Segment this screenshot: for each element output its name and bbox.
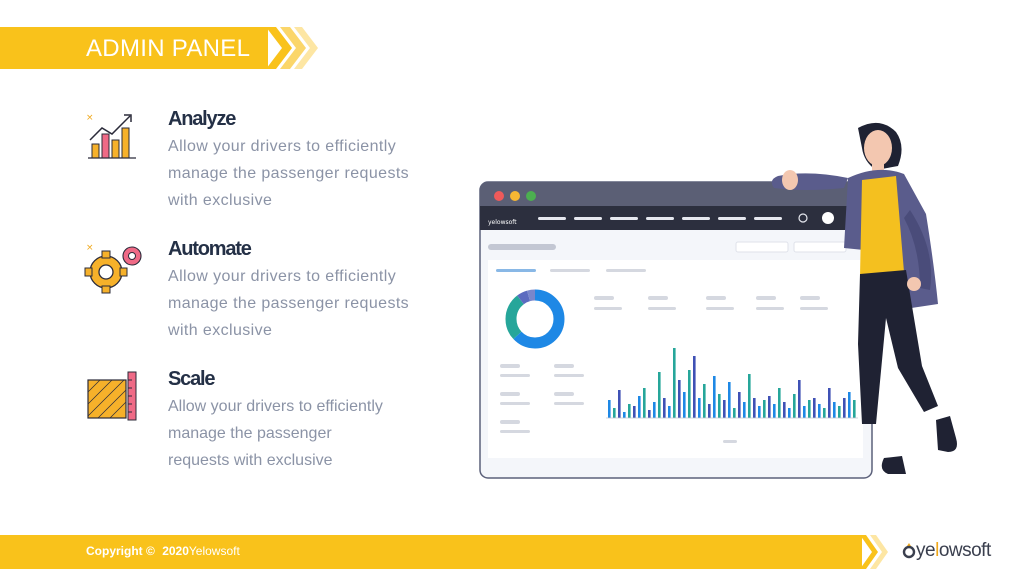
brand-logo: yelowsoft (902, 540, 991, 562)
feature-title-automate: Automate (168, 238, 252, 260)
desc-line: manage the passenger (168, 425, 332, 442)
feature-desc-analyze: Allow your drivers to efficiently manage… (168, 133, 418, 214)
desc-line: Allow your drivers to efficiently (168, 268, 397, 285)
svg-text:×: × (86, 113, 94, 123)
mock-bar (683, 392, 686, 418)
mock-brand: yelowsoft (488, 219, 517, 226)
title-banner (0, 27, 268, 69)
footer-chevron-icon (860, 535, 888, 569)
mock-bar (658, 372, 661, 418)
desc-line: requests with exclusive (168, 452, 333, 469)
logo-text-b: owsoft (938, 540, 991, 561)
feature-title-analyze: Analyze (168, 108, 236, 130)
mock-bar (693, 356, 696, 418)
logo-text-a: ye (916, 540, 936, 561)
copyright-year: 2020 (162, 544, 189, 558)
mock-bar (808, 400, 811, 418)
mock-bar (673, 348, 676, 418)
mock-bar (643, 388, 646, 418)
desc-line: with exclusive (168, 322, 273, 339)
mock-bar (608, 400, 611, 418)
mock-bar (628, 404, 631, 418)
logo-text-accent: l (935, 540, 939, 561)
mock-bar (828, 388, 831, 418)
mock-bar (708, 404, 711, 418)
mock-bar (843, 398, 846, 418)
mock-bar (768, 396, 771, 418)
mock-bar (678, 380, 681, 418)
drop-logo-icon (902, 543, 916, 559)
mock-bar (748, 374, 751, 418)
mock-bar (638, 396, 641, 418)
page-title: ADMIN PANEL (86, 35, 251, 62)
mock-bar (853, 400, 856, 418)
copyright-company: Yelowsoft (188, 544, 240, 558)
person-figure (771, 122, 957, 474)
mock-bar (833, 402, 836, 418)
svg-text:×: × (86, 243, 94, 253)
desc-line: manage the passenger requests (168, 295, 410, 312)
mock-bar (703, 384, 706, 418)
dashboard-illustration: yelowsoft (479, 122, 957, 479)
mock-bar (648, 410, 651, 418)
mock-bar (653, 402, 656, 418)
mock-bar (758, 406, 761, 418)
mock-bar (723, 400, 726, 418)
mock-bar (788, 408, 791, 418)
mock-bar (733, 408, 736, 418)
copyright-label: Copyright © (86, 544, 155, 558)
desc-line: manage the passenger requests (168, 165, 410, 182)
desc-line: Allow your drivers to efficiently (168, 398, 383, 415)
mock-bar (838, 406, 841, 418)
mock-bar (823, 408, 826, 418)
mock-bar (818, 404, 821, 418)
feature-title-scale: Scale (168, 368, 215, 390)
banner-chevron-icon (266, 27, 318, 69)
mock-bar (688, 370, 691, 418)
footer-copyright: Copyright © 2020Yelowsoft (86, 544, 240, 558)
mock-bar (813, 398, 816, 418)
mock-bar (663, 398, 666, 418)
mock-bar (738, 392, 741, 418)
mock-bar (613, 408, 616, 418)
feature-desc-scale: Allow your drivers to efficiently manage… (168, 393, 418, 474)
mock-bar (718, 394, 721, 418)
mock-bar (668, 406, 671, 418)
footer-bar (0, 535, 862, 569)
gears-icon: × (84, 243, 142, 294)
mock-bar (698, 398, 701, 418)
mock-bar (623, 412, 626, 418)
mock-bar (848, 392, 851, 418)
mock-bar (713, 376, 716, 418)
mock-bar-chart (606, 348, 858, 419)
mock-bar (743, 402, 746, 418)
mock-bar (803, 406, 806, 418)
mock-bar (793, 394, 796, 418)
mock-bar (618, 390, 621, 418)
mock-bar (753, 398, 756, 418)
mock-bar (773, 404, 776, 418)
mock-bar (763, 400, 766, 418)
feature-desc-automate: Allow your drivers to efficiently manage… (168, 263, 418, 344)
desc-line: with exclusive (168, 192, 273, 209)
mock-bar (728, 382, 731, 418)
ruler-icon (87, 371, 137, 421)
desc-line: Allow your drivers to efficiently (168, 138, 397, 155)
mock-bar (778, 388, 781, 418)
mock-bar (798, 380, 801, 418)
chart-icon: × (86, 113, 136, 159)
mock-bar (633, 406, 636, 418)
mock-bar (783, 402, 786, 418)
